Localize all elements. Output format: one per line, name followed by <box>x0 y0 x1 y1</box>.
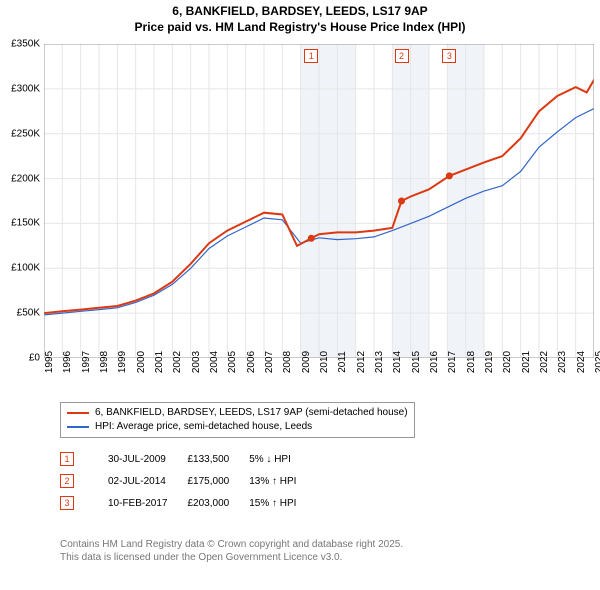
legend-label: HPI: Average price, semi-detached house,… <box>95 420 312 434</box>
legend-swatch <box>67 426 89 428</box>
footer-line-1: Contains HM Land Registry data © Crown c… <box>60 538 403 551</box>
title-line-1: 6, BANKFIELD, BARDSEY, LEEDS, LS17 9AP <box>0 4 600 20</box>
y-tick-label: £200K <box>0 173 40 184</box>
event-date: 30-JUL-2009 <box>108 448 187 470</box>
event-date: 02-JUL-2014 <box>108 470 187 492</box>
y-tick-label: £0 <box>0 353 40 364</box>
event-dot <box>308 235 315 242</box>
event-marker-box: 1 <box>60 452 74 466</box>
event-dot <box>398 198 405 205</box>
event-marker-box: 3 <box>60 496 74 510</box>
event-price: £133,500 <box>187 448 249 470</box>
events-table: 1 30-JUL-2009£133,5005% ↓ HPI 2 02-JUL-2014… <box>60 448 316 514</box>
y-tick-label: £150K <box>0 218 40 229</box>
event-delta: 13% ↑ HPI <box>249 470 316 492</box>
event-price: £175,000 <box>187 470 249 492</box>
legend-label: 6, BANKFIELD, BARDSEY, LEEDS, LS17 9AP (… <box>95 406 408 420</box>
event-price: £203,000 <box>187 492 249 514</box>
y-tick-label: £300K <box>0 83 40 94</box>
y-tick-label: £350K <box>0 39 40 50</box>
event-delta: 5% ↓ HPI <box>249 448 316 470</box>
legend-swatch <box>67 412 89 414</box>
y-tick-label: £250K <box>0 128 40 139</box>
event-row: 3 10-FEB-2017£203,00015% ↑ HPI <box>60 492 316 514</box>
chart-title-block: 6, BANKFIELD, BARDSEY, LEEDS, LS17 9AP P… <box>0 0 600 35</box>
event-row: 1 30-JUL-2009£133,5005% ↓ HPI <box>60 448 316 470</box>
event-marker-2: 2 <box>395 49 409 63</box>
title-line-2: Price paid vs. HM Land Registry's House … <box>0 20 600 36</box>
legend-row: HPI: Average price, semi-detached house,… <box>67 420 408 434</box>
legend-row: 6, BANKFIELD, BARDSEY, LEEDS, LS17 9AP (… <box>67 406 408 420</box>
footer-attribution: Contains HM Land Registry data © Crown c… <box>60 538 403 564</box>
event-row: 2 02-JUL-2014£175,00013% ↑ HPI <box>60 470 316 492</box>
footer-line-2: This data is licensed under the Open Gov… <box>60 551 403 564</box>
event-marker-box: 2 <box>60 474 74 488</box>
y-tick-label: £100K <box>0 263 40 274</box>
y-tick-label: £50K <box>0 308 40 319</box>
event-marker-3: 3 <box>442 49 456 63</box>
legend: 6, BANKFIELD, BARDSEY, LEEDS, LS17 9AP (… <box>60 402 415 438</box>
chart-svg <box>44 44 594 358</box>
event-dot <box>446 172 453 179</box>
chart-plot-area: £0£50K£100K£150K£200K£250K£300K£350K 199… <box>44 44 594 358</box>
event-marker-1: 1 <box>304 49 318 63</box>
event-delta: 15% ↑ HPI <box>249 492 316 514</box>
event-date: 10-FEB-2017 <box>108 492 187 514</box>
